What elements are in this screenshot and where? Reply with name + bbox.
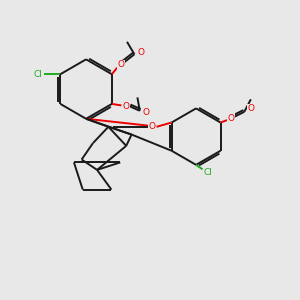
Text: Cl: Cl — [33, 70, 42, 79]
Text: O: O — [118, 60, 124, 69]
Text: O: O — [137, 48, 145, 57]
Text: O: O — [149, 122, 156, 131]
Text: O: O — [143, 108, 150, 117]
Text: O: O — [227, 114, 234, 123]
Text: O: O — [122, 101, 129, 110]
Text: Cl: Cl — [203, 168, 212, 177]
Text: O: O — [247, 104, 254, 113]
